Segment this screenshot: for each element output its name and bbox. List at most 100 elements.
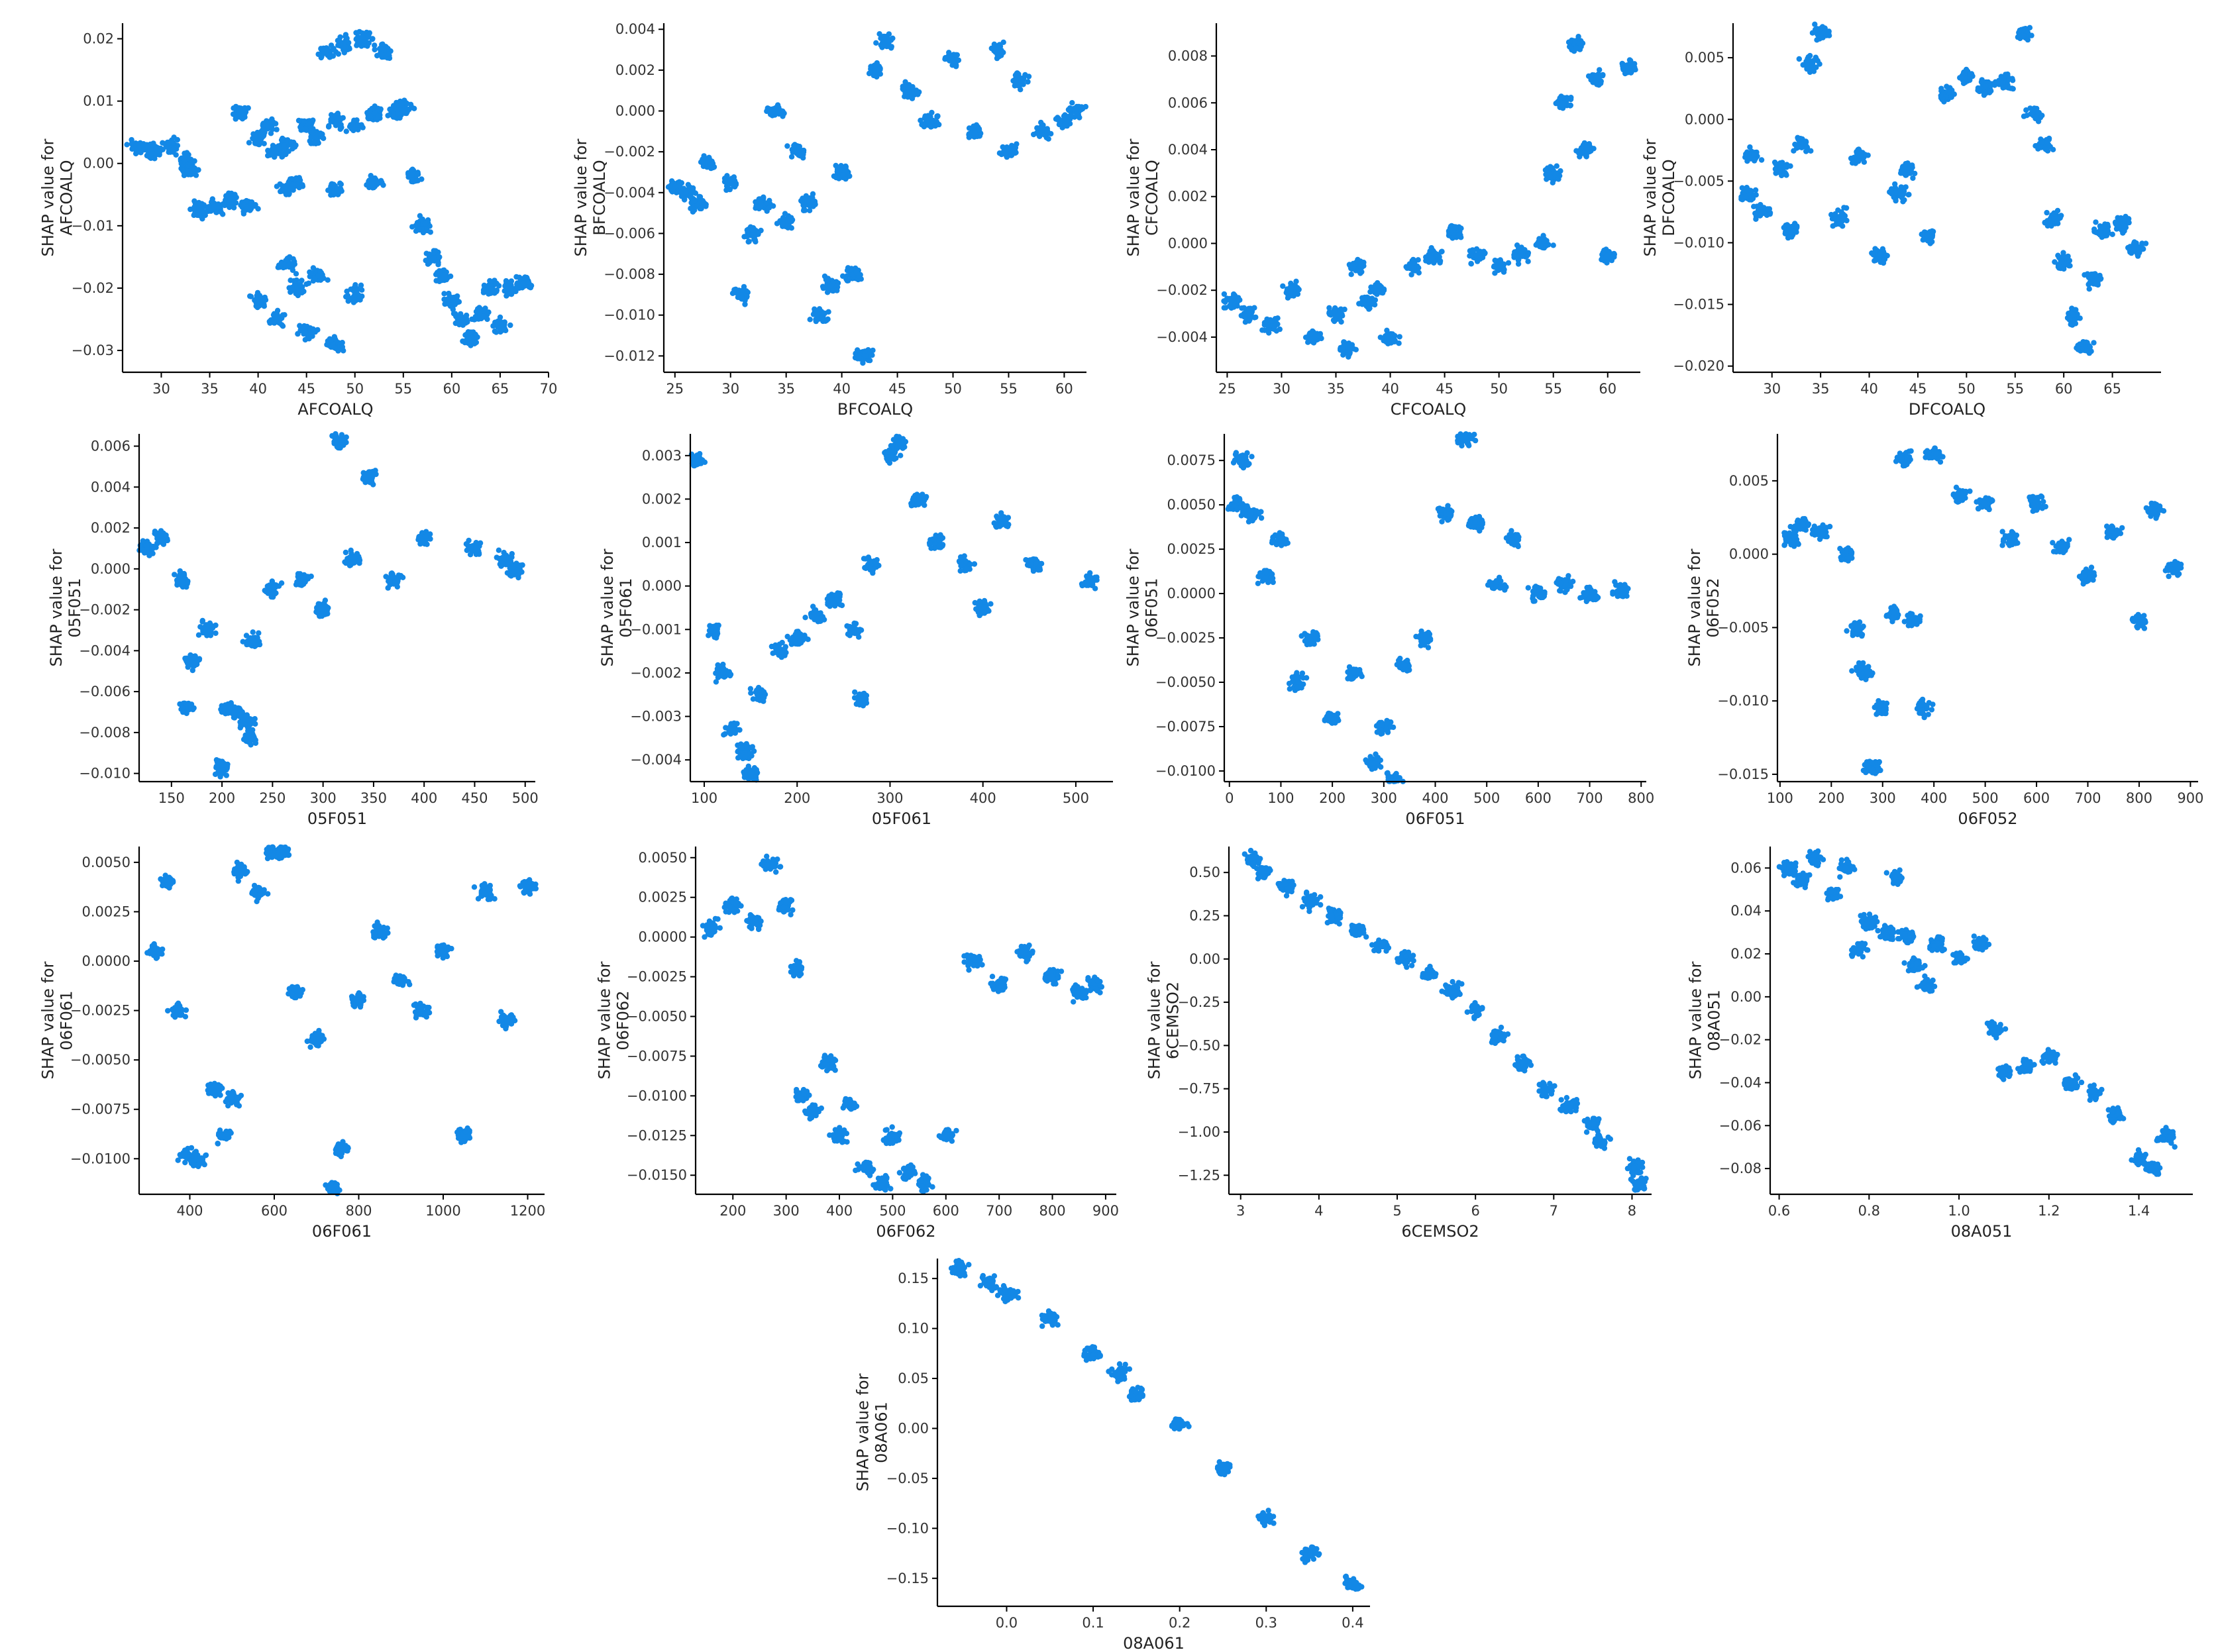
- scatter-point: [731, 287, 737, 293]
- scatter-point: [359, 287, 365, 293]
- scatter-point: [297, 327, 304, 334]
- scatter-point: [704, 164, 710, 170]
- scatter-point: [1549, 165, 1555, 171]
- scatter-point: [456, 321, 462, 328]
- scatter-point: [141, 146, 147, 153]
- scatter-point: [437, 278, 443, 284]
- scatter-point: [1415, 257, 1421, 263]
- scatter-point: [729, 181, 735, 187]
- scatter-point: [1542, 236, 1548, 242]
- scatter-point: [265, 123, 271, 129]
- scatter-point: [375, 113, 381, 119]
- scatter-point: [1892, 181, 1898, 187]
- scatter-point: [450, 297, 456, 303]
- scatter-point: [521, 280, 527, 286]
- scatter-point: [855, 347, 861, 353]
- scatter-point: [1861, 159, 1868, 165]
- scatter-point: [744, 293, 750, 299]
- scatter-point: [884, 43, 890, 50]
- scatter-point: [902, 89, 908, 96]
- scatter-point: [283, 191, 290, 197]
- scatter-point: [796, 152, 802, 158]
- scatter-point: [485, 290, 492, 296]
- scatter-point: [1832, 216, 1838, 223]
- scatter-point: [1782, 170, 1788, 176]
- scatter-point: [2010, 85, 2016, 92]
- scatter-point: [352, 282, 358, 288]
- scatter-point: [2033, 113, 2039, 120]
- scatter-point: [1832, 211, 1838, 217]
- scatter-point: [466, 330, 473, 336]
- y-axis-label-line: SHAP value for: [1124, 138, 1143, 256]
- scatter-point: [1901, 197, 1907, 203]
- scatter-point: [265, 152, 271, 159]
- scatter-point: [148, 151, 154, 157]
- scatter-point: [1226, 295, 1233, 302]
- y-tick-label: 0.000: [1168, 235, 1208, 251]
- scatter-point: [697, 205, 703, 212]
- scatter-point: [305, 280, 312, 286]
- scatter-point: [1604, 260, 1610, 266]
- scatter-point: [327, 54, 333, 60]
- scatter-point: [260, 127, 266, 133]
- scatter-point: [1556, 176, 1561, 182]
- scatter-point: [150, 142, 156, 148]
- scatter-point: [1603, 254, 1610, 260]
- scatter-point: [293, 142, 299, 148]
- scatter-point: [1350, 260, 1356, 267]
- scatter-point: [380, 41, 386, 47]
- scatter-point: [873, 40, 879, 46]
- scatter-point: [755, 204, 761, 210]
- scatter-point: [1416, 270, 1422, 276]
- scatter-point: [1830, 223, 1836, 229]
- scatter-point: [954, 52, 961, 58]
- scatter-point: [1370, 300, 1376, 306]
- scatter-point: [1347, 344, 1353, 351]
- scatter-point: [1495, 258, 1501, 264]
- scatter-point: [281, 142, 287, 148]
- scatter-point: [472, 316, 478, 323]
- scatter-point: [1063, 121, 1069, 127]
- scatter-point: [181, 172, 187, 178]
- scatter-point: [1026, 74, 1032, 79]
- scatter-point: [784, 143, 790, 149]
- scatter-point: [352, 287, 358, 293]
- x-tick-label: 50: [346, 381, 364, 397]
- scatter-point: [966, 131, 972, 137]
- scatter-point: [1559, 102, 1565, 108]
- scatter-point: [856, 354, 863, 360]
- scatter-point: [2029, 32, 2034, 38]
- scatter-point: [870, 347, 876, 354]
- scatter-point: [853, 269, 859, 276]
- scatter-point: [1909, 162, 1915, 168]
- scatter-point: [324, 342, 330, 348]
- scatter-point: [1000, 39, 1006, 45]
- scatter-point: [867, 358, 873, 364]
- scatter-point: [191, 166, 197, 172]
- scatter-point: [1752, 156, 1758, 162]
- scatter-point: [259, 297, 266, 303]
- scatter-point: [1428, 256, 1434, 262]
- scatter-point: [1491, 263, 1497, 269]
- scatter-point: [288, 139, 294, 145]
- scatter-point: [830, 288, 836, 294]
- scatter-point: [2002, 83, 2008, 90]
- scatter-point: [2009, 77, 2016, 83]
- scatter-point: [1044, 129, 1050, 136]
- scatter-point: [1883, 252, 1889, 258]
- scatter-point: [1982, 83, 1989, 89]
- scatter-point: [1598, 72, 1604, 79]
- scatter-point: [821, 310, 828, 317]
- scatter-point: [1573, 45, 1579, 51]
- scatter-point: [1439, 248, 1445, 254]
- scatter-point: [1796, 56, 1802, 62]
- scatter-points: [665, 31, 1089, 366]
- scatter-point: [1330, 317, 1337, 323]
- scatter-point: [1548, 174, 1554, 180]
- scatter-point: [2054, 218, 2060, 224]
- scatter-point: [282, 312, 288, 318]
- scatter-point: [252, 203, 258, 209]
- y-axis-label-line: AFCOALQ: [58, 160, 76, 235]
- scatter-point: [1877, 252, 1883, 258]
- scatter-point: [949, 58, 955, 64]
